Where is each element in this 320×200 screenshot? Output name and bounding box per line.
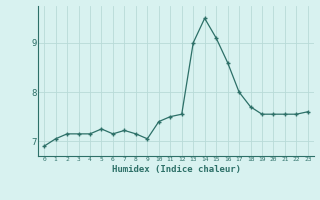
X-axis label: Humidex (Indice chaleur): Humidex (Indice chaleur) — [111, 165, 241, 174]
